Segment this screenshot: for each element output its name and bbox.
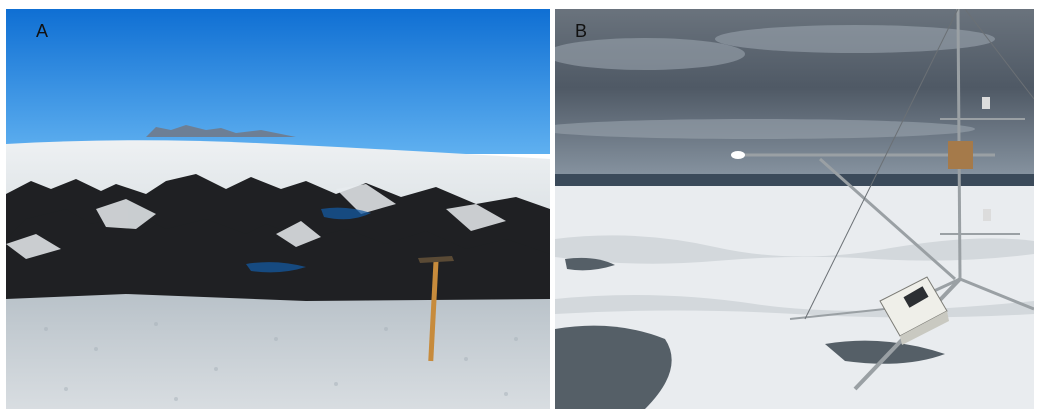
ice-axe	[418, 256, 454, 362]
panel-label-b: B	[575, 21, 588, 41]
ice-texture	[44, 322, 518, 401]
humidity-sensor	[983, 209, 991, 221]
photo-panel-b: B	[555, 9, 1034, 409]
snow-patches	[6, 184, 506, 259]
debris-cones	[6, 174, 550, 309]
weather-station-photo	[555, 9, 1034, 409]
panel-label-a: A	[36, 21, 49, 41]
radiation-sensor	[731, 151, 745, 159]
logger-enclosure	[879, 276, 949, 345]
glacier-photo	[6, 9, 550, 409]
clouds	[555, 25, 995, 139]
sky	[6, 9, 550, 154]
ice-foreground	[6, 294, 550, 409]
distant-mountains	[146, 125, 296, 137]
temperature-sensor	[982, 97, 990, 109]
photo-panel-a: A	[6, 9, 550, 409]
guy-wires	[804, 9, 1034, 320]
meltwater	[555, 257, 945, 409]
meltwater-pools	[246, 207, 371, 273]
horizon-band	[555, 174, 1034, 186]
instrument-box	[948, 141, 973, 169]
